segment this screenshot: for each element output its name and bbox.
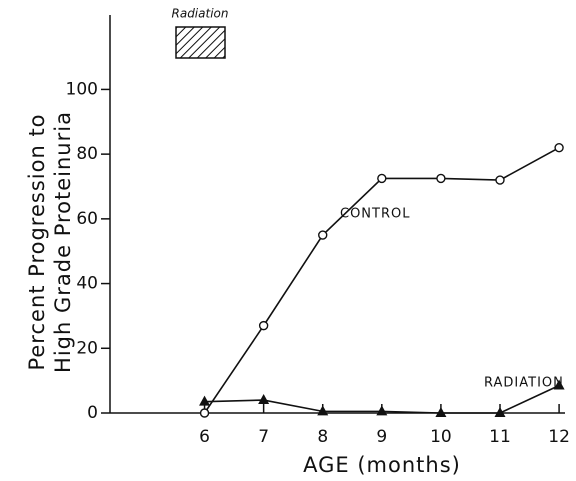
marker [436, 173, 446, 184]
x-axis-label: AGE (months) [303, 453, 461, 477]
series-line [203, 146, 560, 414]
y-tick-label: 40 [76, 274, 98, 294]
marker [435, 407, 447, 417]
marker [495, 175, 505, 185]
marker [199, 395, 211, 406]
marker [553, 379, 565, 390]
x-tick-label: 8 [317, 427, 328, 447]
marker [258, 394, 270, 405]
y-tick-label: 100 [66, 79, 98, 99]
marker [317, 405, 329, 416]
y-axis-label: High Grade Proteinuria [51, 111, 75, 373]
radiation-period-label: Radiation [172, 7, 229, 21]
y-tick-label: 20 [76, 338, 98, 358]
marker [258, 320, 269, 331]
marker [199, 408, 210, 418]
marker [494, 407, 506, 417]
marker [376, 405, 388, 416]
x-tick-label: 6 [199, 427, 210, 447]
annotation: RADIATION [484, 376, 564, 391]
radiation-period-box [175, 26, 226, 59]
x-tick-label: 12 [548, 427, 570, 447]
x-tick-label: 9 [376, 427, 387, 447]
x-tick-label: 11 [489, 427, 511, 447]
y-axis-label: Percent Progression to [25, 113, 49, 370]
x-tick-label: 10 [430, 427, 452, 447]
marker [377, 173, 387, 184]
y-tick-label: 60 [76, 209, 98, 229]
marker [554, 142, 564, 153]
y-tick-label: 80 [76, 144, 98, 164]
x-tick-label: 7 [258, 427, 269, 447]
annotation: CONTROL [340, 207, 410, 222]
y-tick-label: 0 [87, 403, 98, 423]
marker [318, 230, 328, 240]
